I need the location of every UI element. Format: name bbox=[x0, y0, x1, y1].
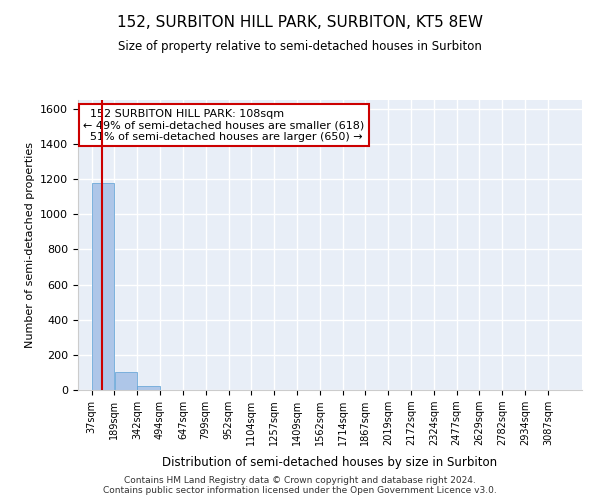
Text: Contains HM Land Registry data © Crown copyright and database right 2024.
Contai: Contains HM Land Registry data © Crown c… bbox=[103, 476, 497, 495]
Text: 152 SURBITON HILL PARK: 108sqm
← 49% of semi-detached houses are smaller (618)
 : 152 SURBITON HILL PARK: 108sqm ← 49% of … bbox=[83, 108, 364, 142]
Bar bbox=[137, 386, 160, 390]
Text: Size of property relative to semi-detached houses in Surbiton: Size of property relative to semi-detach… bbox=[118, 40, 482, 53]
Bar bbox=[92, 182, 114, 390]
Y-axis label: Number of semi-detached properties: Number of semi-detached properties bbox=[25, 142, 35, 348]
Text: 152, SURBITON HILL PARK, SURBITON, KT5 8EW: 152, SURBITON HILL PARK, SURBITON, KT5 8… bbox=[117, 15, 483, 30]
Bar bbox=[115, 372, 137, 390]
X-axis label: Distribution of semi-detached houses by size in Surbiton: Distribution of semi-detached houses by … bbox=[163, 456, 497, 469]
